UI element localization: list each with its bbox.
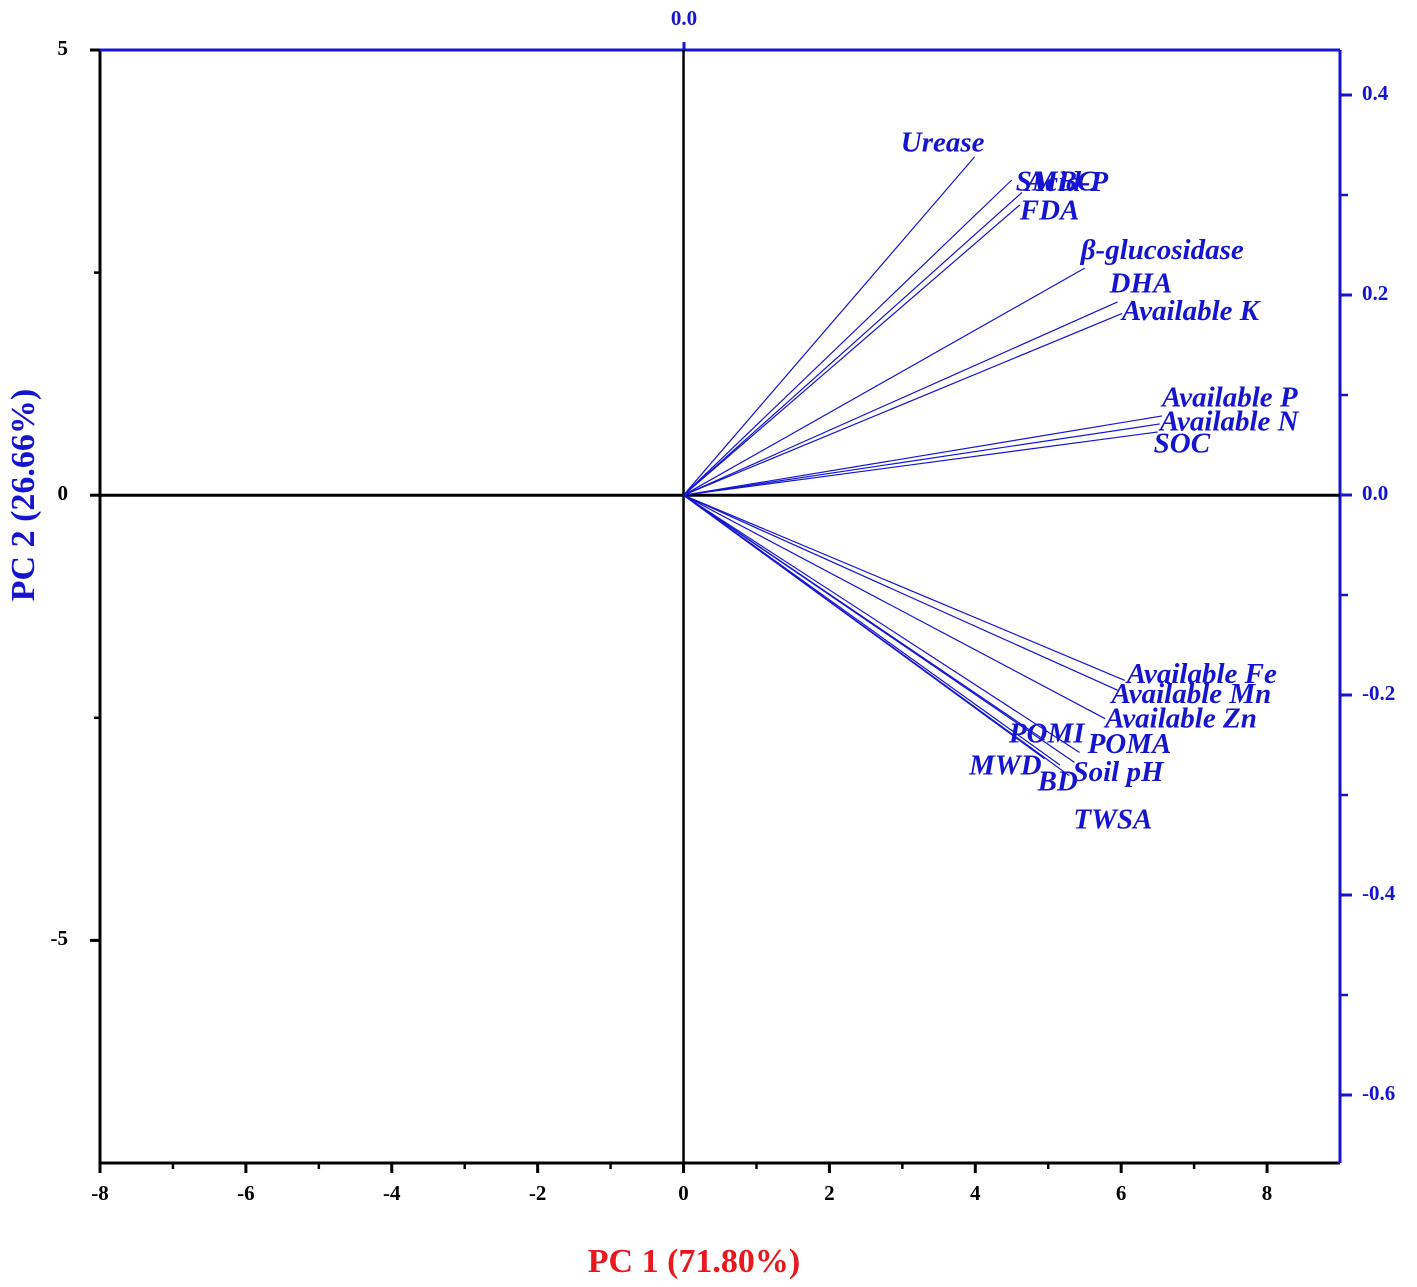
loading-vector — [683, 156, 976, 496]
loading-label: BD — [1037, 766, 1078, 798]
loading-label: Urease — [901, 127, 985, 159]
loading-vector — [683, 313, 1123, 496]
loading-label: Available K — [1120, 295, 1261, 327]
loading-label: Available Mn — [1110, 678, 1272, 710]
loading-vector — [683, 494, 1106, 720]
loading-vector — [683, 494, 1080, 754]
loading-label: Available N — [1158, 406, 1300, 438]
loading-vector — [683, 494, 1075, 763]
x-tick-label: -4 — [383, 1181, 401, 1205]
x-axis-title: PC 1 (71.80%) — [588, 1243, 800, 1280]
loading-label: DHA — [1109, 268, 1173, 300]
loading-label: SMBC — [1016, 166, 1097, 198]
y-tick-label: -5 — [51, 926, 69, 950]
x2-tick-label: 0.0 — [671, 6, 697, 30]
loading-label: POMA — [1087, 728, 1172, 760]
loading-label: POMI — [1008, 718, 1086, 750]
loading-label: TWSA — [1073, 803, 1152, 835]
y2-tick-label: -0.2 — [1362, 681, 1395, 705]
loading-label: Soil pH — [1072, 756, 1164, 788]
loading-vector — [683, 494, 1118, 691]
x-tick-label: -8 — [91, 1181, 109, 1205]
loading-vector — [683, 415, 1163, 496]
loading-label: FDA — [1019, 195, 1080, 227]
x-tick-label: -6 — [237, 1181, 255, 1205]
loading-vector — [683, 179, 1013, 496]
loading-label: Available Fe — [1125, 658, 1277, 690]
x-tick-label: 2 — [824, 1181, 835, 1205]
loading-vector — [683, 423, 1160, 496]
x-tick-label: 8 — [1262, 1181, 1273, 1205]
loading-vector — [683, 301, 1118, 496]
loading-vector — [683, 494, 1070, 777]
y2-tick-label: 0.2 — [1362, 281, 1388, 305]
loading-vector — [683, 204, 1021, 496]
loading-label: Available Zn — [1103, 702, 1257, 734]
loading-vector — [683, 192, 1023, 496]
y-axis-title: PC 2 (26.66%) — [5, 389, 42, 601]
loading-label: Acid-P — [1024, 166, 1108, 198]
x-tick-label: 0 — [678, 1181, 689, 1205]
loading-vector — [683, 494, 1126, 681]
loading-label: SOC — [1154, 428, 1211, 460]
loading-label: β-glucosidase — [1080, 234, 1244, 266]
loading-vector — [683, 267, 1086, 496]
y2-tick-label: 0.4 — [1362, 81, 1389, 105]
loading-label: MWD — [968, 749, 1042, 781]
x-tick-label: 6 — [1116, 1181, 1127, 1205]
loading-label: Available P — [1160, 382, 1298, 414]
x-tick-label: -2 — [529, 1181, 547, 1205]
y2-tick-label: -0.6 — [1362, 1081, 1395, 1105]
y-tick-label: 5 — [58, 36, 69, 60]
y-tick-label: 0 — [58, 481, 69, 505]
x-tick-label: 4 — [970, 1181, 981, 1205]
y2-tick-label: 0.0 — [1362, 481, 1388, 505]
loading-vector — [683, 431, 1158, 496]
y2-tick-label: -0.4 — [1362, 881, 1396, 905]
